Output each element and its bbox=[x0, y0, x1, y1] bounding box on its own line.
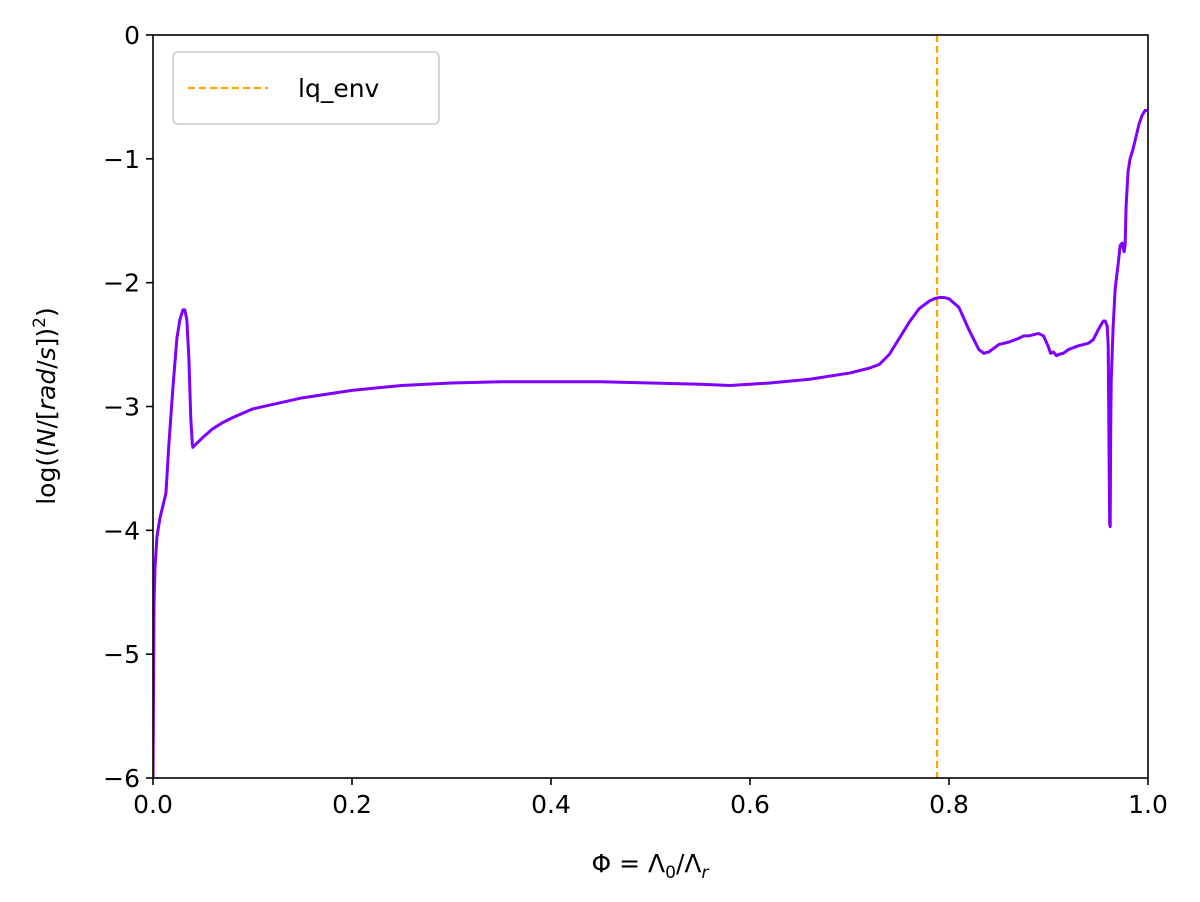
y-tick-label: −4 bbox=[103, 516, 140, 545]
x-tick-label: 0.4 bbox=[531, 790, 571, 819]
y-tick-label: −1 bbox=[103, 145, 140, 174]
y-tick-label: −2 bbox=[103, 269, 140, 298]
y-tick-label: −5 bbox=[103, 640, 140, 669]
x-axis-ticks: 0.0 0.2 0.4 0.6 0.8 1.0 bbox=[133, 778, 1168, 819]
legend: lq_env bbox=[172, 51, 440, 125]
x-tick-label: 0.2 bbox=[332, 790, 372, 819]
x-axis-label: Φ = Λ0/Λr bbox=[592, 849, 710, 883]
x-tick-label: 0.0 bbox=[133, 790, 173, 819]
y-tick-label: 0 bbox=[124, 21, 140, 50]
x-tick-label: 0.6 bbox=[730, 790, 770, 819]
y-tick-label: −6 bbox=[103, 764, 140, 793]
y-tick-label: −3 bbox=[103, 393, 140, 422]
x-tick-label: 1.0 bbox=[1128, 790, 1168, 819]
legend-label-lq-env: lq_env bbox=[298, 74, 380, 103]
x-tick-label: 0.8 bbox=[929, 790, 969, 819]
y-axis-label: log((N/[rad/s])2) bbox=[30, 307, 61, 505]
plot-content bbox=[153, 35, 1148, 778]
series-line bbox=[153, 109, 1148, 778]
y-axis-ticks: 0 −1 −2 −3 −4 −5 −6 bbox=[103, 21, 153, 793]
legend-box bbox=[172, 51, 440, 125]
